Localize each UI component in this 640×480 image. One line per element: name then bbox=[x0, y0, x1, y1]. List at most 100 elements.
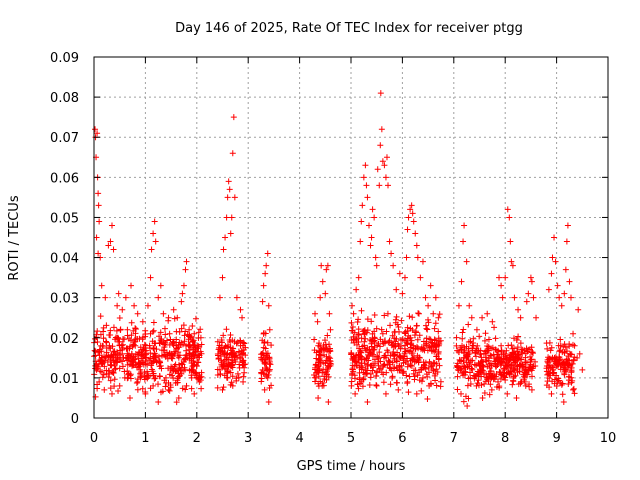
data-point bbox=[98, 357, 105, 364]
data-point bbox=[510, 377, 517, 384]
x-tick-labels: 0 1 2 3 4 5 6 7 8 9 10 bbox=[90, 431, 616, 446]
data-point bbox=[348, 327, 355, 334]
data-point bbox=[484, 347, 491, 354]
data-point bbox=[98, 282, 105, 289]
data-point bbox=[327, 345, 334, 352]
data-point bbox=[171, 315, 178, 322]
data-point bbox=[374, 353, 381, 360]
data-point bbox=[316, 348, 323, 355]
y-tick-label: 0.09 bbox=[50, 51, 79, 66]
data-point bbox=[144, 361, 151, 368]
data-point bbox=[514, 348, 521, 355]
data-point bbox=[161, 325, 168, 332]
data-point bbox=[214, 338, 221, 345]
data-point bbox=[97, 313, 104, 320]
data-point bbox=[263, 262, 270, 269]
data-point bbox=[412, 328, 419, 335]
data-point bbox=[117, 327, 124, 334]
data-point bbox=[134, 376, 141, 383]
data-point bbox=[136, 349, 143, 356]
data-point bbox=[373, 325, 380, 332]
data-point bbox=[424, 347, 431, 354]
data-point bbox=[483, 348, 490, 355]
data-point bbox=[410, 218, 417, 225]
data-point bbox=[414, 372, 421, 379]
data-point bbox=[325, 398, 332, 405]
data-point bbox=[268, 382, 275, 389]
data-point bbox=[174, 314, 181, 321]
data-point bbox=[397, 354, 404, 361]
data-point bbox=[160, 310, 167, 317]
data-point bbox=[215, 352, 222, 359]
data-point bbox=[371, 328, 378, 335]
data-point bbox=[571, 390, 578, 397]
data-point bbox=[430, 359, 437, 366]
data-point bbox=[393, 286, 400, 293]
data-point bbox=[354, 319, 361, 326]
data-point bbox=[101, 386, 108, 393]
data-point bbox=[105, 242, 112, 249]
data-point bbox=[312, 310, 319, 317]
data-point bbox=[119, 344, 126, 351]
data-point bbox=[548, 270, 555, 277]
data-point bbox=[323, 266, 330, 273]
data-point bbox=[129, 363, 136, 370]
data-point bbox=[527, 356, 534, 363]
data-point bbox=[461, 347, 468, 354]
data-point bbox=[92, 393, 99, 400]
data-point bbox=[380, 340, 387, 347]
data-point bbox=[261, 340, 268, 347]
data-point bbox=[394, 349, 401, 356]
data-point bbox=[318, 262, 325, 269]
data-point bbox=[94, 130, 101, 137]
data-point bbox=[317, 294, 324, 301]
data-point bbox=[362, 162, 369, 169]
data-point bbox=[562, 365, 569, 372]
data-point bbox=[405, 389, 412, 396]
data-point bbox=[382, 174, 389, 181]
data-point bbox=[268, 342, 275, 349]
data-point bbox=[320, 342, 327, 349]
data-point bbox=[113, 327, 120, 334]
data-point bbox=[119, 363, 126, 370]
data-point bbox=[326, 310, 333, 317]
data-point bbox=[122, 294, 129, 301]
data-point bbox=[178, 325, 185, 332]
data-point bbox=[355, 316, 362, 323]
data-point bbox=[150, 230, 157, 237]
data-point bbox=[124, 326, 131, 333]
data-point bbox=[502, 362, 509, 369]
data-point bbox=[100, 324, 107, 331]
data-point bbox=[533, 314, 540, 321]
x-tick-label: 4 bbox=[295, 431, 303, 446]
data-point bbox=[239, 362, 246, 369]
data-point bbox=[514, 344, 521, 351]
data-point bbox=[492, 357, 499, 364]
data-point bbox=[326, 357, 333, 364]
data-point bbox=[182, 266, 189, 273]
data-point bbox=[384, 310, 391, 317]
data-point bbox=[186, 341, 193, 348]
data-point bbox=[458, 278, 465, 285]
data-point bbox=[461, 371, 468, 378]
data-point bbox=[223, 214, 230, 221]
data-point bbox=[355, 385, 362, 392]
data-point bbox=[95, 250, 102, 257]
data-point bbox=[482, 378, 489, 385]
data-point bbox=[377, 90, 384, 97]
data-point bbox=[266, 360, 273, 367]
data-point bbox=[413, 322, 420, 329]
data-point bbox=[189, 338, 196, 345]
data-point bbox=[491, 324, 498, 331]
data-point bbox=[171, 363, 178, 370]
data-point bbox=[379, 158, 386, 165]
data-point bbox=[407, 341, 414, 348]
data-point bbox=[125, 335, 132, 342]
data-point bbox=[193, 363, 200, 370]
data-point bbox=[428, 343, 435, 350]
data-point bbox=[574, 354, 581, 361]
data-point bbox=[407, 357, 414, 364]
data-point bbox=[457, 390, 464, 397]
data-point bbox=[186, 332, 193, 339]
data-point bbox=[115, 387, 122, 394]
